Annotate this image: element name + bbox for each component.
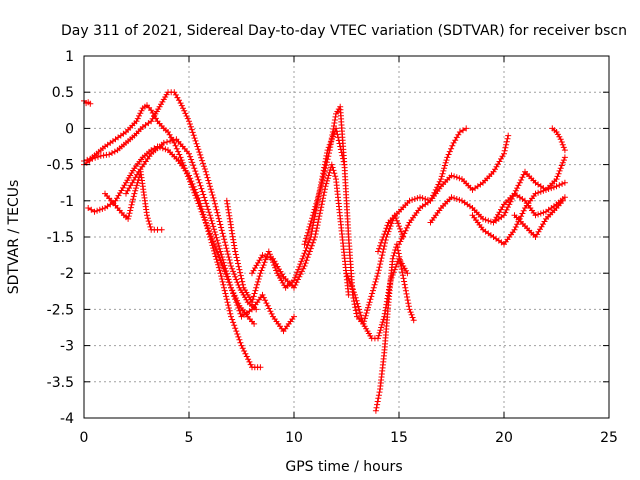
x-axis-label: GPS time / hours <box>285 459 402 475</box>
series-s17 <box>511 197 566 240</box>
series-markers <box>85 143 264 371</box>
series-s6 <box>123 136 297 335</box>
series-markers <box>249 161 352 298</box>
grid-lines <box>84 56 609 418</box>
x-tick-label: 0 <box>80 430 89 446</box>
series-markers <box>469 179 568 248</box>
series-s8 <box>249 161 352 298</box>
series-s4 <box>85 143 264 371</box>
series-s11 <box>372 241 417 414</box>
x-tick-label: 15 <box>390 430 408 446</box>
series-markers <box>511 197 566 240</box>
chart-title: Day 311 of 2021, Sidereal Day-to-day VTE… <box>61 23 627 39</box>
series-s7 <box>223 125 348 306</box>
series-s18 <box>549 125 568 154</box>
series-s1 <box>81 97 94 107</box>
y-tick-label: -4 <box>60 411 74 427</box>
series-s16 <box>490 154 568 226</box>
data-series <box>81 89 568 414</box>
y-tick-label: -1 <box>60 194 74 210</box>
series-line <box>398 134 509 245</box>
y-tick-label: -2 <box>60 266 74 282</box>
x-tick-label: 10 <box>285 430 303 446</box>
series-line <box>377 127 467 253</box>
series-line <box>429 192 566 224</box>
y-tick-label: -2.5 <box>47 302 74 318</box>
series-s5 <box>102 168 165 233</box>
x-tick-label: 25 <box>600 430 618 446</box>
series-markers <box>123 136 297 335</box>
series-markers <box>223 125 348 306</box>
y-tick-label: -1.5 <box>47 230 74 246</box>
series-markers <box>490 154 568 226</box>
series-markers <box>549 125 568 154</box>
y-tick-label: -3 <box>60 339 74 355</box>
y-tick-label: 0.5 <box>52 85 74 101</box>
series-markers <box>375 125 470 255</box>
series-markers <box>372 241 417 414</box>
y-axis-label: SDTVAR / TECUs <box>6 180 22 295</box>
y-tick-label: -0.5 <box>47 158 74 174</box>
y-tick-label: 1 <box>65 49 74 65</box>
x-tick-label: 20 <box>495 430 513 446</box>
y-tick-label: 0 <box>65 121 74 137</box>
axis-ticks: 0 5 10 15 20 25 -4 -3.5 -3 -2.5 -2 -1.5 -1 -0.5 0 0.5 1 <box>47 49 618 446</box>
series-s12 <box>375 125 470 255</box>
series-markers <box>81 97 94 107</box>
series-markers <box>396 132 512 248</box>
y-tick-label: -3.5 <box>47 375 74 391</box>
series-s13 <box>396 132 512 248</box>
x-tick-label: 5 <box>185 430 194 446</box>
series-s15 <box>469 179 568 248</box>
